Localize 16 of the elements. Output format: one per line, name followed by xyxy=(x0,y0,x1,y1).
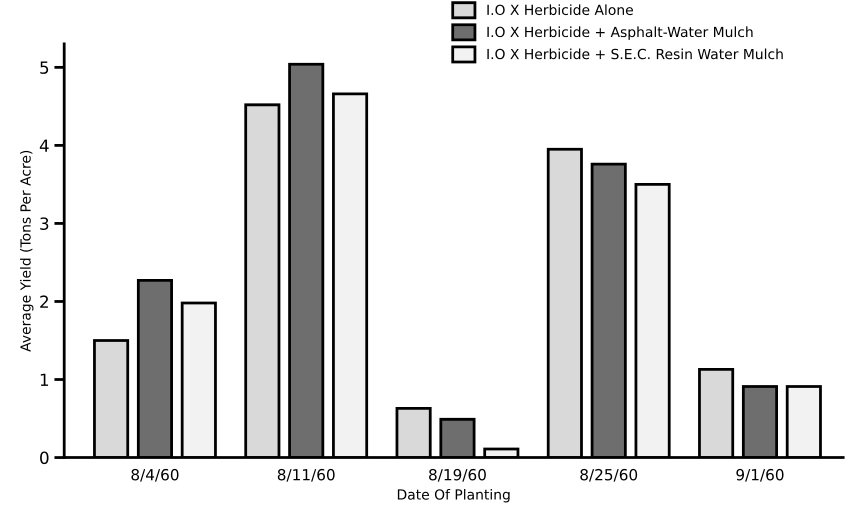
y-tick-label: 1 xyxy=(40,374,48,386)
y-tick-label: 0 xyxy=(40,452,49,464)
y-axis-title: Average Yield (Tons Per Acre) xyxy=(20,150,34,352)
x-tick-label: 8/11/60 xyxy=(278,468,335,482)
y-tick-label: 5 xyxy=(40,62,48,74)
x-tick-label: 9/1/60 xyxy=(736,468,784,482)
y-tick-label: 4 xyxy=(40,140,49,152)
legend-label: I.O X Herbicide Alone xyxy=(487,4,633,16)
y-tick-label: 2 xyxy=(40,295,48,308)
x-tick-label: 8/19/60 xyxy=(429,468,486,482)
x-axis-title: Date Of Planting xyxy=(398,489,510,502)
x-tick-label: 8/4/60 xyxy=(131,468,179,482)
legend-label: I.O X Herbicide + S.E.C. Resin Water Mulch xyxy=(487,48,783,60)
legend-label: I.O X Herbicide + Asphalt-Water Mulch xyxy=(487,26,753,40)
x-tick-label: 8/25/60 xyxy=(580,468,638,482)
y-tick-label: 3 xyxy=(40,217,48,230)
